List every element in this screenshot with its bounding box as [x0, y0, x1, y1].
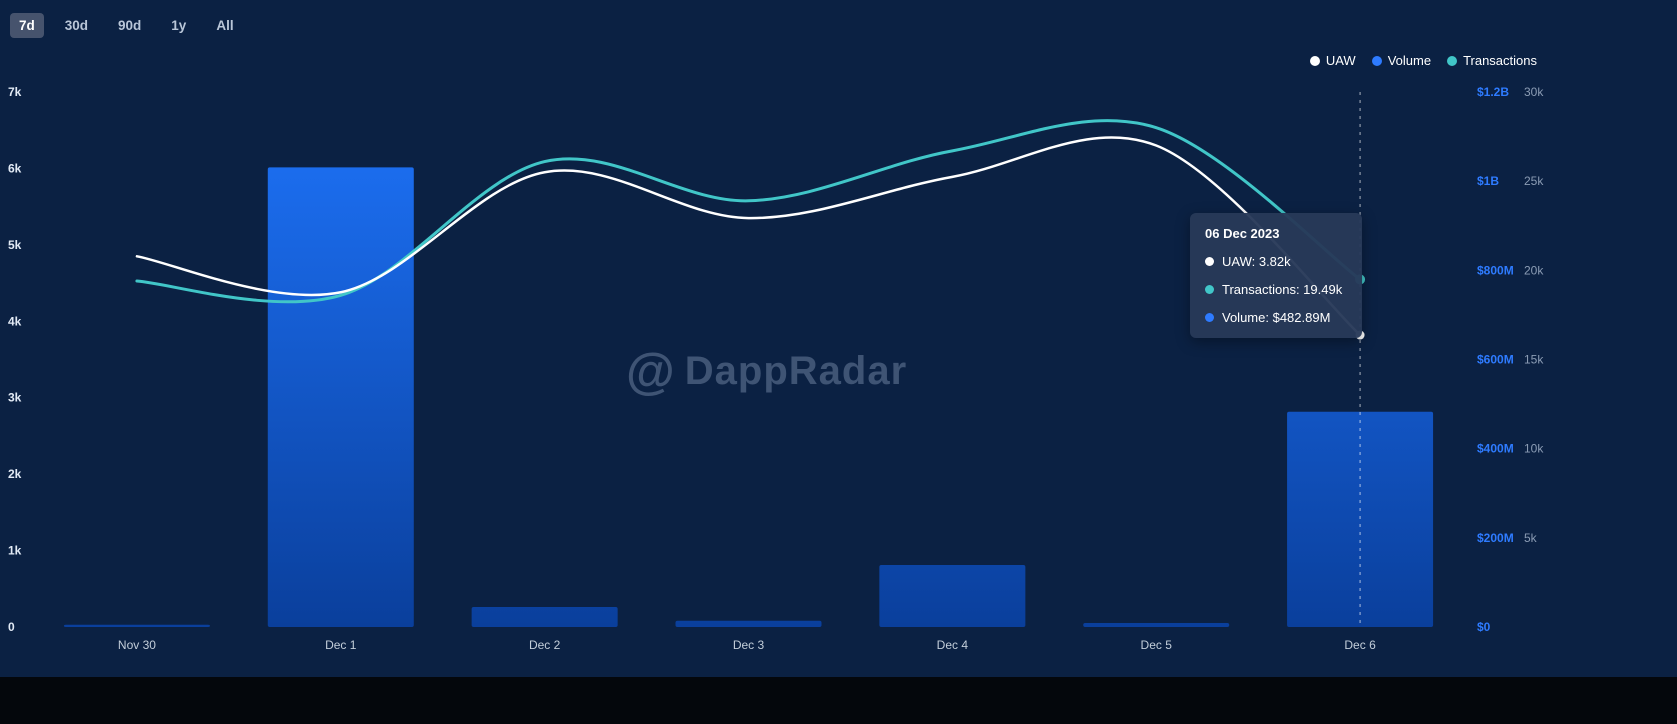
y-axis-transactions-tick: 10k — [1524, 442, 1544, 456]
range-button-all[interactable]: All — [207, 13, 242, 38]
uaw-dot-icon — [1205, 257, 1214, 266]
tooltip-row-volume: Volume: $482.89M — [1205, 310, 1347, 325]
range-button-30d[interactable]: 30d — [56, 13, 97, 38]
dappradar-watermark-text: DappRadar — [684, 348, 908, 393]
tooltip-uaw-value: UAW: 3.82k — [1222, 254, 1291, 269]
tooltip-transactions-value: Transactions: 19.49k — [1222, 282, 1343, 297]
y-axis-left-tick: 1k — [8, 544, 22, 558]
legend-label-volume: Volume — [1387, 53, 1432, 68]
chart-canvas: 0 1k 2k 3k 4k 5k 6k 7k $0 $200M $400M $600M $800M $1B… — [8, 85, 1544, 652]
tooltip-date: 06 Dec 2023 — [1205, 226, 1280, 241]
legend-label-uaw: UAW — [1325, 53, 1356, 68]
x-axis-label: Dec 1 — [325, 638, 357, 652]
y-axis-transactions-tick: 15k — [1524, 353, 1544, 367]
volume-bar[interactable] — [267, 167, 414, 628]
y-axis-left-tick: 7k — [8, 85, 22, 99]
volume-bar[interactable] — [1083, 622, 1230, 627]
legend-item-transactions[interactable]: Transactions — [1447, 53, 1537, 68]
y-axis-volume-tick: $400M — [1477, 442, 1514, 456]
tooltip-volume-value: Volume: $482.89M — [1222, 310, 1331, 325]
y-axis-left-tick: 0 — [8, 620, 15, 634]
chart-panel: 7d 30d 90d 1y All UAW Volume Transaction… — [0, 0, 1677, 677]
x-axis-label: Dec 6 — [1344, 638, 1376, 652]
time-range-toolbar: 7d 30d 90d 1y All — [10, 13, 243, 38]
tooltip-row-uaw: UAW: 3.82k — [1205, 254, 1347, 269]
legend-item-volume[interactable]: Volume — [1371, 53, 1432, 68]
range-button-7d[interactable]: 7d — [10, 13, 44, 38]
x-axis-label: Dec 2 — [529, 638, 561, 652]
dappradar-logo-icon: @ — [626, 343, 675, 399]
range-button-1y[interactable]: 1y — [162, 13, 195, 38]
dappradar-watermark: @ DappRadar — [626, 346, 907, 396]
y-axis-volume-tick: $200M — [1477, 531, 1514, 545]
x-axis-label: Dec 5 — [1141, 638, 1173, 652]
y-axis-left-tick: 3k — [8, 391, 22, 405]
volume-legend-dot-icon — [1371, 55, 1382, 66]
x-axis-label: Nov 30 — [118, 638, 156, 652]
y-axis-transactions-tick: 30k — [1524, 85, 1544, 99]
y-axis-transactions-tick: 20k — [1524, 263, 1544, 277]
transactions-dot-icon — [1205, 285, 1214, 294]
volume-dot-icon — [1205, 313, 1214, 322]
y-axis-volume-tick: $0 — [1477, 620, 1491, 634]
chart-legend: UAW Volume Transactions — [1309, 53, 1537, 68]
chart-tooltip: 06 Dec 2023 UAW: 3.82k Transactions: 19.… — [1190, 213, 1362, 338]
volume-bar[interactable] — [471, 606, 618, 627]
transactions-legend-dot-icon — [1447, 55, 1458, 66]
y-axis-left-tick: 2k — [8, 467, 22, 481]
transactions-line — [135, 119, 1362, 304]
volume-bar[interactable] — [675, 620, 822, 627]
uaw-legend-dot-icon — [1309, 55, 1320, 66]
y-axis-left-tick: 6k — [8, 161, 22, 175]
y-axis-volume-tick: $1B — [1477, 174, 1499, 188]
y-axis-volume-tick: $1.2B — [1477, 85, 1509, 99]
y-axis-transactions-tick: 25k — [1524, 174, 1544, 188]
range-button-90d[interactable]: 90d — [109, 13, 150, 38]
x-axis-label: Dec 4 — [937, 638, 969, 652]
legend-label-transactions: Transactions — [1463, 53, 1537, 68]
tooltip-row-transactions: Transactions: 19.49k — [1205, 282, 1347, 297]
volume-bar[interactable] — [879, 565, 1026, 627]
y-axis-volume-tick: $600M — [1477, 353, 1514, 367]
y-axis-left-tick: 5k — [8, 238, 22, 252]
legend-item-uaw[interactable]: UAW — [1309, 53, 1356, 68]
x-axis-label: Dec 3 — [733, 638, 765, 652]
y-axis-transactions-tick: 5k — [1524, 531, 1538, 545]
y-axis-left-tick: 4k — [8, 314, 22, 328]
y-axis-volume-tick: $800M — [1477, 263, 1514, 277]
volume-bar[interactable] — [63, 624, 210, 627]
volume-bar[interactable] — [1287, 411, 1434, 627]
uaw-line — [135, 136, 1362, 337]
